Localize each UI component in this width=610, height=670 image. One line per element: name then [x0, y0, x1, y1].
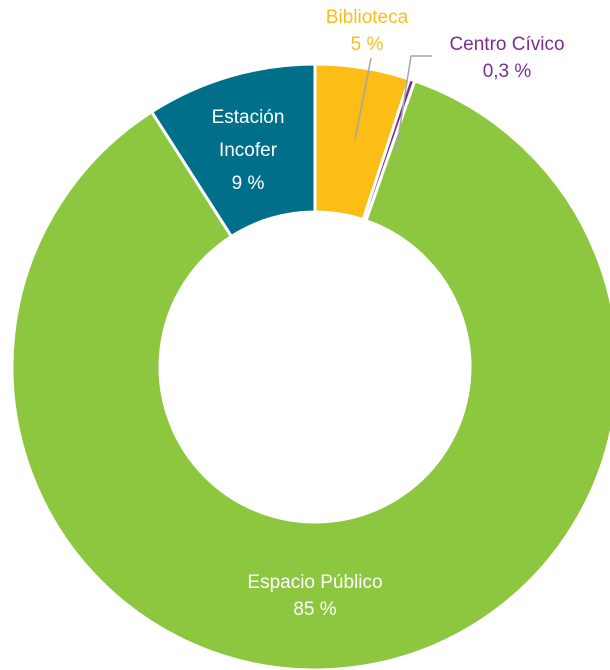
value-label: 9 % [232, 173, 265, 194]
value-label: 85 % [293, 599, 336, 620]
category-label: Biblioteca [326, 7, 409, 28]
slice [149, 62, 317, 239]
leader-line [395, 55, 432, 153]
slice [10, 78, 610, 670]
category-label: Centro Cívico [449, 34, 564, 55]
labels: Biblioteca 5 % Centro Cívico 0,3 % Espacio P… [212, 7, 565, 620]
slices [10, 62, 610, 670]
value-label: 5 % [351, 34, 384, 55]
leader-line [354, 57, 372, 141]
category-label: Espacio Público [247, 572, 382, 593]
value-label: 0,3 % [483, 61, 532, 82]
category-label: Estación Incofer [212, 107, 285, 161]
